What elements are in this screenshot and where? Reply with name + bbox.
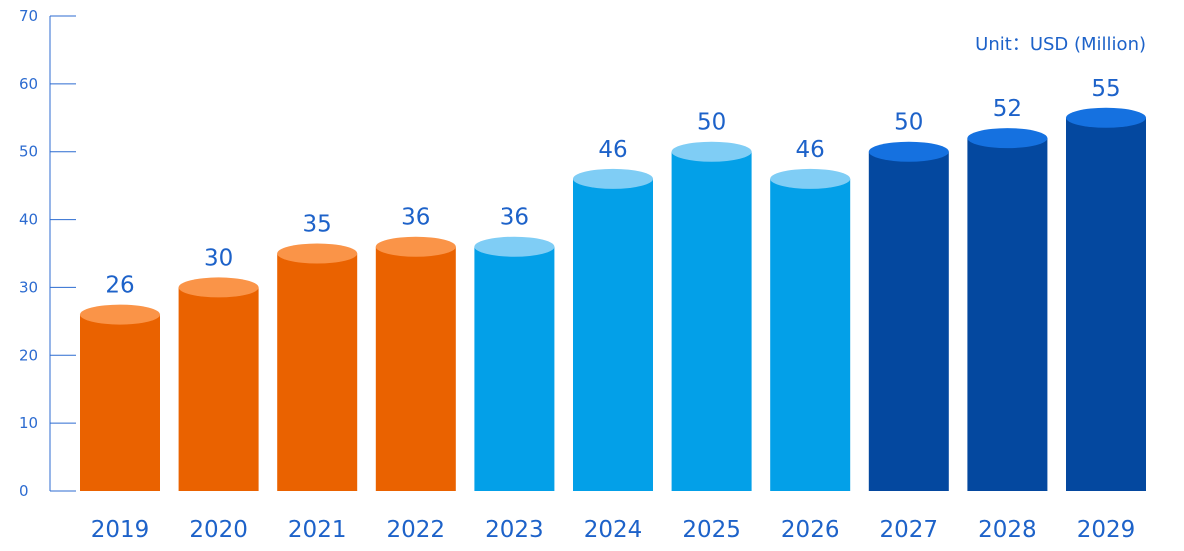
x-tick-label-2024: 2024 (584, 517, 643, 543)
x-tick-label-2023: 2023 (485, 517, 544, 543)
bar-body (80, 314, 160, 491)
bar-top-cap (277, 243, 358, 264)
bar-top-cap (868, 141, 949, 162)
bar-body (573, 178, 653, 491)
bar-2027 (868, 141, 949, 491)
unit-label: Unit：USD (Million) (975, 34, 1146, 55)
bar-body (671, 151, 752, 491)
y-tick-label: 50 (19, 143, 38, 161)
x-tick-label-2019: 2019 (91, 517, 150, 543)
bar-2029 (1066, 107, 1146, 492)
bar-top-cap (573, 168, 653, 189)
bar-top-cap (80, 304, 160, 325)
x-tick-label-2028: 2028 (978, 517, 1037, 543)
y-tick-label: 30 (19, 278, 38, 296)
bar-top-cap (671, 141, 752, 162)
bar-2019 (80, 304, 160, 491)
bar-top-cap (474, 236, 555, 257)
x-axis: 2019 2020 2021 2022 2023 2024 2025 2026 2027 2028… (91, 517, 1136, 543)
data-label-2021: 35 (303, 212, 332, 238)
y-tick-label: 0 (19, 482, 29, 500)
bar-2021 (277, 243, 358, 491)
data-label-2029: 55 (1091, 76, 1120, 102)
bar-body (474, 246, 555, 491)
x-tick-label-2027: 2027 (880, 517, 939, 543)
bar-top-cap (770, 168, 851, 189)
data-label-2025: 50 (697, 110, 726, 136)
bar-body (178, 287, 259, 491)
bar-top-cap (967, 128, 1048, 149)
bar-top-cap (375, 236, 456, 257)
y-axis: 0 10 20 30 40 50 60 70 (19, 7, 76, 500)
data-label-2019: 26 (105, 273, 134, 299)
bar-2024 (573, 168, 653, 491)
x-tick-label-2029: 2029 (1077, 517, 1136, 543)
bar-2028 (967, 128, 1048, 491)
y-tick-label: 10 (19, 414, 38, 432)
bar-2020 (178, 277, 259, 491)
bar-top-cap (178, 277, 259, 298)
bar-2022 (375, 236, 456, 491)
data-label-2026: 46 (796, 137, 825, 163)
x-tick-label-2025: 2025 (682, 517, 741, 543)
bar-body (868, 151, 949, 491)
data-label-2020: 30 (204, 245, 233, 271)
data-label-2023: 36 (500, 205, 529, 231)
data-label-2024: 46 (598, 137, 627, 163)
x-tick-label-2022: 2022 (387, 517, 446, 543)
x-tick-label-2026: 2026 (781, 517, 840, 543)
y-tick-label: 20 (19, 346, 38, 364)
data-labels: 26 30 35 36 36 46 50 46 50 52 55 (105, 76, 1120, 299)
data-label-2027: 50 (894, 110, 923, 136)
bar-2026 (770, 168, 851, 491)
bar-body (967, 138, 1048, 491)
bar-body (375, 246, 456, 491)
x-tick-label-2020: 2020 (189, 517, 248, 543)
bars (80, 107, 1146, 492)
y-tick-label: 40 (19, 211, 38, 229)
bar-body (770, 178, 851, 491)
data-label-2022: 36 (401, 205, 430, 231)
bar-top-cap (1066, 107, 1146, 128)
y-tick-label: 60 (19, 75, 38, 93)
y-tick-label: 70 (19, 7, 38, 25)
bar-2023 (474, 236, 555, 491)
bar-body (277, 253, 358, 491)
bar-body (1066, 117, 1146, 492)
x-tick-label-2021: 2021 (288, 517, 347, 543)
bar-2025 (671, 141, 752, 491)
data-label-2028: 52 (993, 96, 1022, 122)
